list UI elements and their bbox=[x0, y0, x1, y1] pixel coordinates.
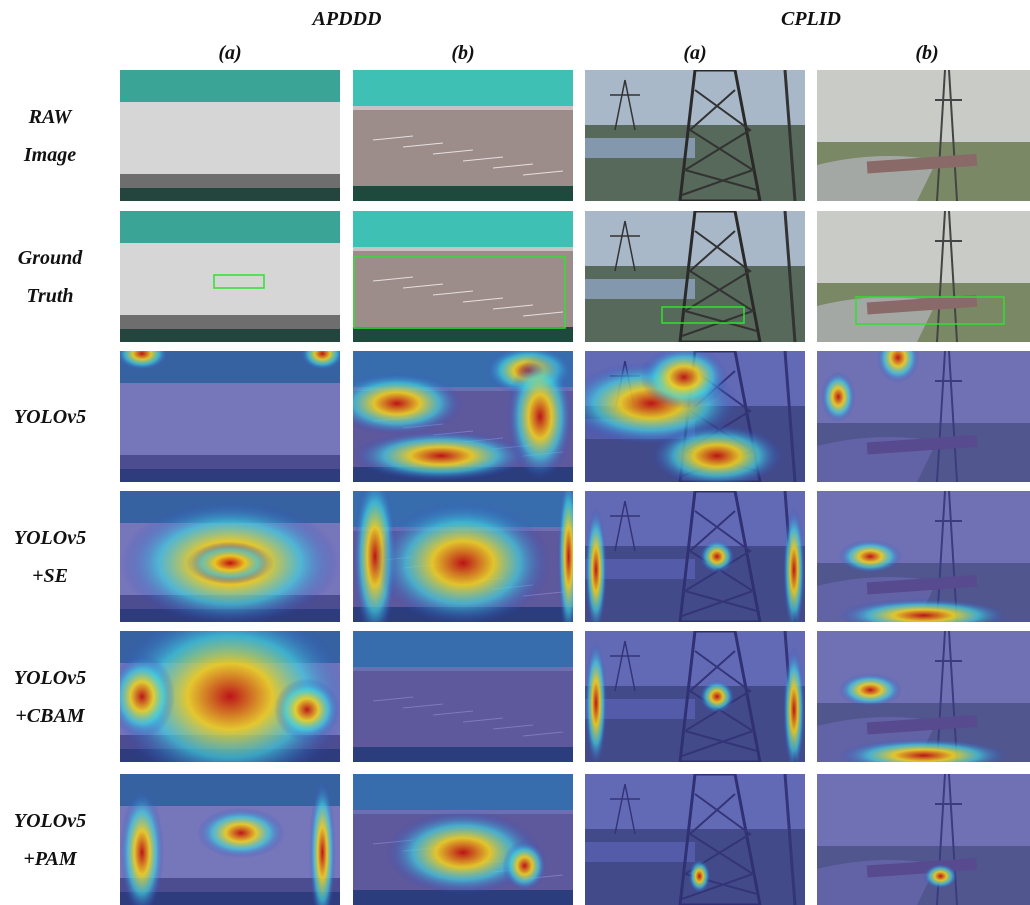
column-label: (a) bbox=[120, 42, 340, 65]
row-label: YOLOv5+SE bbox=[0, 519, 100, 595]
image-panel bbox=[585, 70, 805, 201]
image-panel bbox=[585, 774, 805, 905]
image-panel bbox=[817, 70, 1030, 201]
row-label-line: Ground bbox=[0, 239, 100, 277]
image-panel bbox=[585, 211, 805, 342]
image-panel bbox=[353, 211, 573, 342]
group-title: CPLID bbox=[661, 8, 961, 31]
row-label-line: YOLOv5 bbox=[0, 519, 100, 557]
image-panel bbox=[353, 491, 573, 622]
row-label: YOLOv5 bbox=[0, 398, 100, 436]
image-panel bbox=[353, 351, 573, 482]
image-panel bbox=[120, 351, 340, 482]
column-label: (b) bbox=[817, 42, 1030, 65]
image-panel bbox=[353, 631, 573, 762]
row-label: YOLOv5+CBAM bbox=[0, 659, 100, 735]
image-panel bbox=[817, 491, 1030, 622]
row-label-line: YOLOv5 bbox=[0, 802, 100, 840]
image-panel bbox=[120, 774, 340, 905]
image-panel bbox=[120, 70, 340, 201]
row-label-line: YOLOv5 bbox=[0, 398, 100, 436]
row-label-line: +CBAM bbox=[0, 697, 100, 735]
image-panel bbox=[120, 491, 340, 622]
image-panel bbox=[353, 774, 573, 905]
image-panel bbox=[585, 491, 805, 622]
row-label-line: YOLOv5 bbox=[0, 659, 100, 697]
row-label-line: RAW bbox=[0, 98, 100, 136]
image-panel bbox=[353, 70, 573, 201]
image-panel bbox=[120, 631, 340, 762]
column-label: (a) bbox=[585, 42, 805, 65]
group-title: APDDD bbox=[197, 8, 497, 31]
row-label-line: +PAM bbox=[0, 840, 100, 878]
image-panel bbox=[817, 211, 1030, 342]
image-panel bbox=[585, 631, 805, 762]
column-label: (b) bbox=[353, 42, 573, 65]
image-panel bbox=[817, 351, 1030, 482]
image-panel bbox=[585, 351, 805, 482]
image-panel bbox=[817, 631, 1030, 762]
row-label-line: +SE bbox=[0, 557, 100, 595]
row-label-line: Truth bbox=[0, 277, 100, 315]
figure: APDDD CPLID (a) (b) (a) (b) RAWImage GroundTr… bbox=[0, 0, 1030, 905]
image-panel bbox=[817, 774, 1030, 905]
row-label: YOLOv5+PAM bbox=[0, 802, 100, 878]
row-label-line: Image bbox=[0, 136, 100, 174]
image-panel bbox=[120, 211, 340, 342]
